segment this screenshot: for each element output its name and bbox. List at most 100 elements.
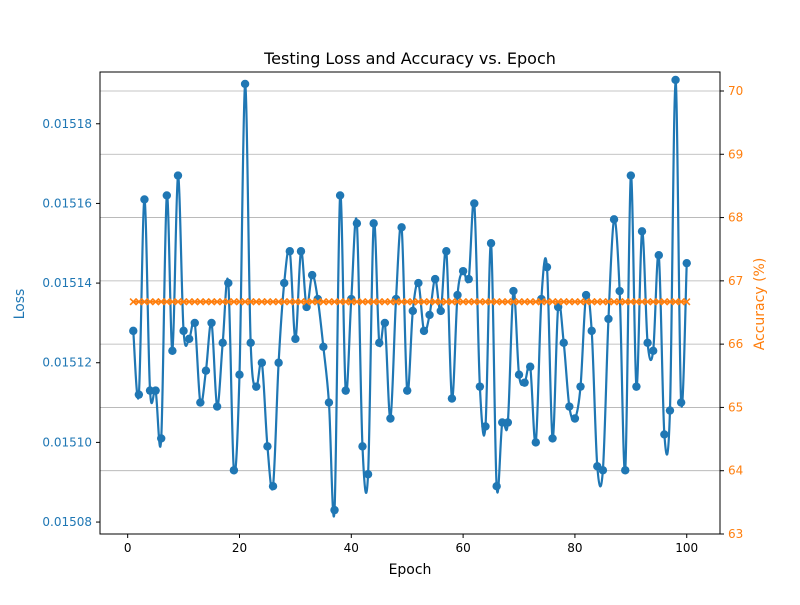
accuracy-point xyxy=(526,297,534,306)
loss-point xyxy=(129,326,138,336)
accuracy-point xyxy=(682,297,691,306)
loss-point xyxy=(442,247,451,256)
accuracy-point xyxy=(660,297,669,306)
y-right-tick-label: 68 xyxy=(728,211,743,225)
accuracy-point xyxy=(297,297,305,306)
loss-point xyxy=(140,195,149,204)
tick-marks-and-labels: 0 20 40 60 80 100 0.01508 0.01510 0.01512 0.01514… xyxy=(42,84,743,555)
accuracy-point xyxy=(615,297,624,306)
accuracy-point xyxy=(369,297,378,306)
loss-point xyxy=(274,358,283,367)
loss-point xyxy=(291,334,300,344)
loss-point xyxy=(643,338,652,348)
accuracy-point xyxy=(308,297,316,306)
accuracy-point xyxy=(291,297,300,306)
accuracy-point xyxy=(397,297,406,306)
loss-point xyxy=(184,334,194,344)
loss-point xyxy=(380,318,390,328)
x-tick-label: 100 xyxy=(675,541,698,555)
x-tick-label: 80 xyxy=(567,541,582,555)
loss-point xyxy=(252,382,261,391)
accuracy-point xyxy=(274,297,283,306)
loss-point xyxy=(386,414,395,423)
loss-point xyxy=(587,326,596,336)
y-right-tick-label: 67 xyxy=(728,274,743,288)
accuracy-point xyxy=(470,297,479,306)
accuracy-point xyxy=(476,297,484,306)
y-left-tick-label: 0.01510 xyxy=(42,435,92,449)
y-right-tick-label: 65 xyxy=(728,400,743,414)
y-right-tick-label: 70 xyxy=(728,84,743,98)
accuracy-point xyxy=(453,297,462,306)
accuracy-point xyxy=(392,297,400,306)
loss-point xyxy=(285,247,295,256)
loss-point xyxy=(157,434,166,443)
y-right-tick-label: 64 xyxy=(728,464,743,478)
accuracy-point xyxy=(341,297,350,306)
y-right-tick-label: 66 xyxy=(728,337,743,351)
accuracy-point xyxy=(224,297,233,306)
accuracy-point xyxy=(313,297,322,306)
loss-point xyxy=(358,442,367,451)
loss-point xyxy=(330,505,339,515)
accuracy-point xyxy=(409,297,417,306)
loss-point xyxy=(151,386,160,395)
accuracy-point xyxy=(336,297,344,306)
accuracy-point xyxy=(610,297,618,306)
accuracy-point xyxy=(498,297,507,306)
x-tick-label: 20 xyxy=(232,541,247,555)
loss-point xyxy=(581,290,591,300)
accuracy-point xyxy=(263,297,272,306)
y-axis-right-label: Accuracy (%) xyxy=(752,258,768,351)
loss-point xyxy=(134,390,144,399)
accuracy-point xyxy=(627,297,635,306)
accuracy-point xyxy=(358,297,367,306)
accuracy-point xyxy=(246,297,255,306)
loss-point xyxy=(598,466,608,475)
loss-point xyxy=(665,406,675,415)
accuracy-point xyxy=(353,297,361,306)
loss-point xyxy=(341,386,350,395)
loss-point xyxy=(520,378,529,387)
accuracy-point xyxy=(269,297,277,306)
accuracy-point xyxy=(302,297,311,306)
accuracy-point xyxy=(168,297,177,306)
loss-point xyxy=(408,306,417,316)
accuracy-point xyxy=(559,297,568,306)
loss-point xyxy=(615,286,624,296)
loss-point xyxy=(626,171,636,180)
accuracy-point xyxy=(190,297,199,306)
y-left-tick-label: 0.01518 xyxy=(42,117,92,131)
accuracy-point xyxy=(576,297,585,306)
loss-point xyxy=(503,418,513,427)
y-axis-left-label: Loss xyxy=(12,289,28,320)
loss-point xyxy=(229,466,239,475)
accuracy-point xyxy=(487,297,495,306)
accuracy-point xyxy=(509,297,518,306)
y-left-tick-label: 0.01514 xyxy=(42,276,92,290)
accuracy-point xyxy=(146,297,154,306)
accuracy-point xyxy=(280,297,288,306)
loss-point xyxy=(559,338,568,348)
x-axis-label: Epoch xyxy=(389,562,432,578)
accuracy-point xyxy=(548,297,557,306)
loss-point xyxy=(447,394,457,403)
loss-point xyxy=(212,402,222,411)
loss-point xyxy=(671,75,680,85)
loss-point xyxy=(458,266,468,276)
accuracy-point xyxy=(565,297,574,306)
x-tick-label: 40 xyxy=(344,541,359,555)
chart-title: Testing Loss and Accuracy vs. Epoch xyxy=(263,49,556,68)
loss-point xyxy=(397,223,406,232)
loss-point xyxy=(492,482,501,491)
loss-point xyxy=(240,79,250,89)
accuracy-point xyxy=(632,297,641,306)
accuracy-point xyxy=(414,297,423,306)
loss-point xyxy=(363,470,373,479)
accuracy-point xyxy=(442,297,451,306)
accuracy-point xyxy=(448,297,456,306)
accuracy-point xyxy=(481,297,490,306)
loss-point xyxy=(201,366,211,375)
loss-point xyxy=(509,286,518,296)
